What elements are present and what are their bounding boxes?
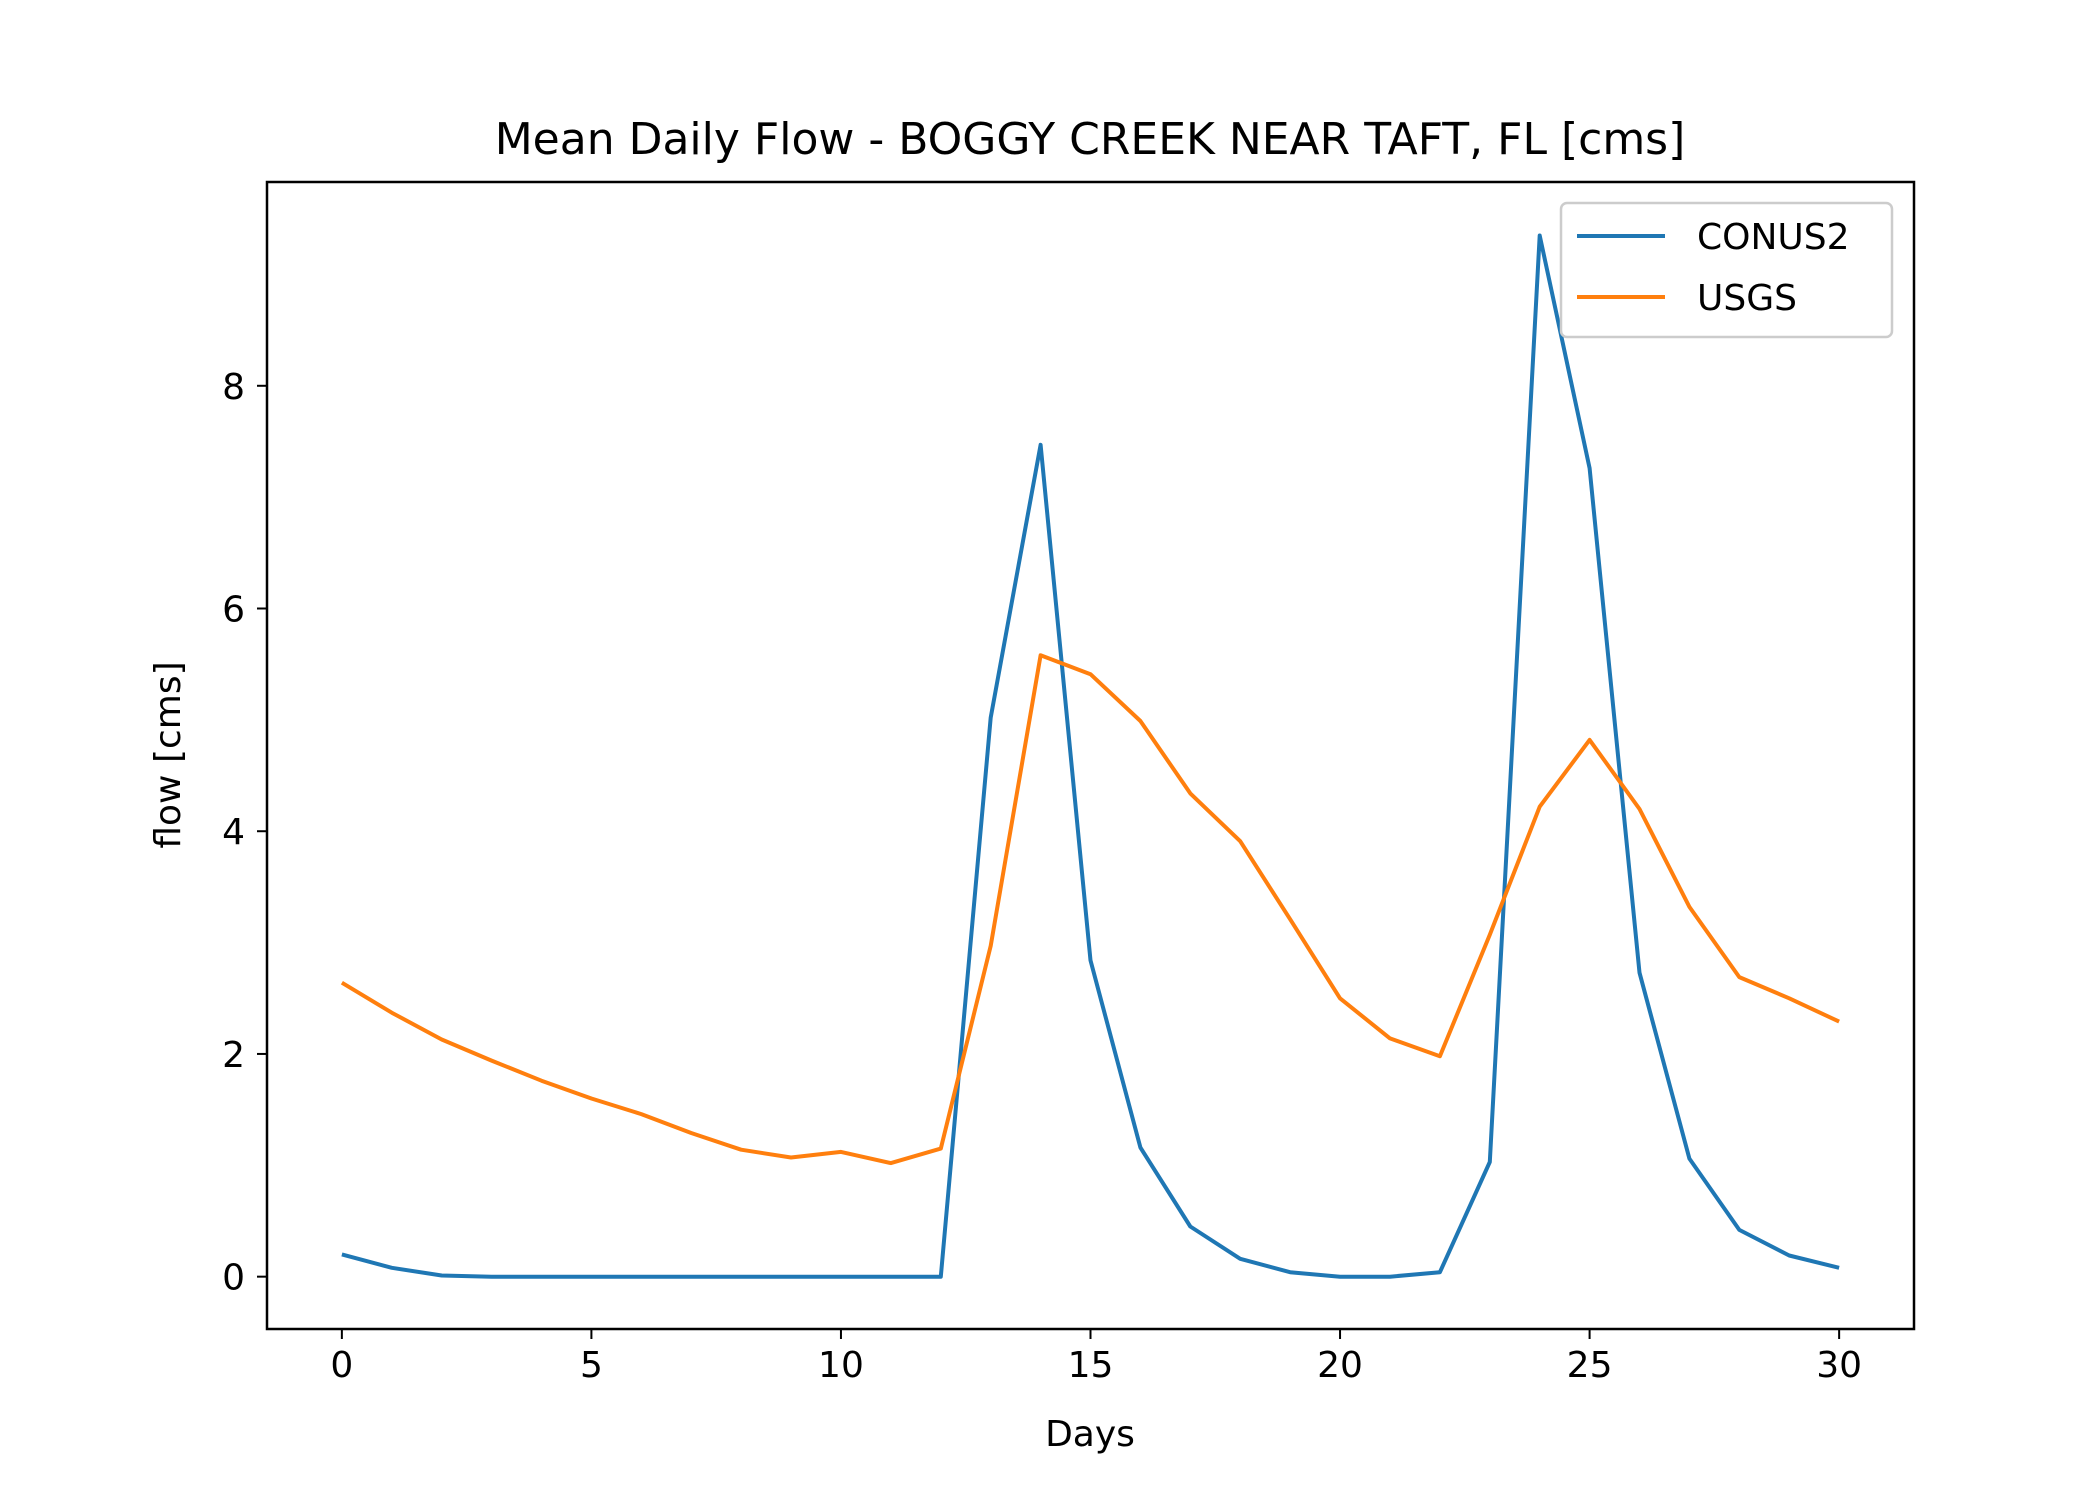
y-tick-label: 6 [222, 590, 245, 631]
x-tick-label: 0 [330, 1345, 353, 1386]
legend-label-usgs: USGS [1697, 278, 1797, 319]
chart-title: Mean Daily Flow - BOGGY CREEK NEAR TAFT,… [495, 114, 1686, 165]
series-line-conus2 [341, 233, 1840, 1279]
y-tick-label: 0 [222, 1258, 245, 1299]
y-tick-label: 2 [222, 1035, 245, 1076]
x-tick-label: 20 [1317, 1345, 1363, 1386]
legend-label-conus2: CONUS2 [1697, 217, 1850, 258]
y-axis-label: flow [cms] [148, 661, 189, 848]
y-axis: 0 2 4 6 8 [222, 367, 267, 1299]
x-axis: 0 5 10 15 20 25 30 [330, 1329, 1862, 1386]
x-tick-label: 10 [818, 1345, 864, 1386]
legend: CONUS2 USGS [1559, 201, 1894, 339]
series-line-usgs [340, 653, 1840, 1166]
x-tick-label: 25 [1567, 1345, 1613, 1386]
x-tick-label: 5 [580, 1345, 603, 1386]
series-layer [340, 233, 1840, 1279]
x-axis-label: Days [1045, 1414, 1135, 1455]
x-tick-label: 30 [1816, 1345, 1862, 1386]
y-tick-label: 4 [222, 812, 245, 853]
x-tick-label: 15 [1068, 1345, 1114, 1386]
y-tick-label: 8 [222, 367, 245, 408]
